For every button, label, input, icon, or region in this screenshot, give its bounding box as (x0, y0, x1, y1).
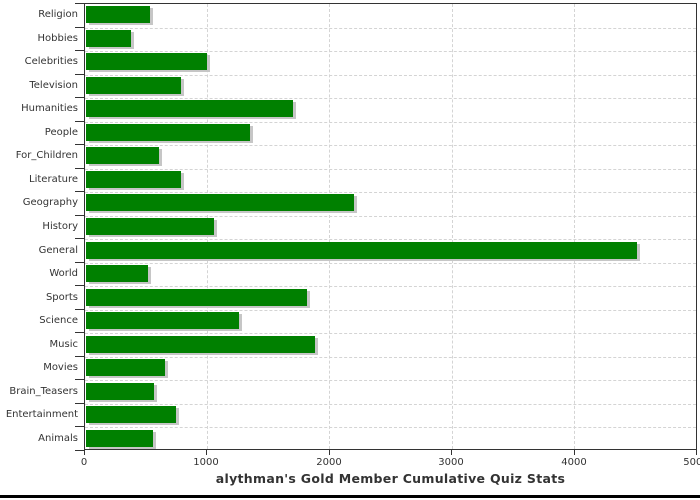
category-label-sports: Sports (45, 291, 78, 303)
y-tick-16 (75, 379, 84, 380)
bar-world (86, 265, 149, 283)
y-tick-9 (75, 215, 84, 216)
y-tick-12 (75, 285, 84, 286)
bar-celebrities (86, 53, 207, 71)
gridline-row-18 (85, 427, 696, 428)
y-tick-2 (75, 50, 84, 51)
gridline-row-6 (85, 145, 696, 146)
gridline-row-5 (85, 122, 696, 123)
category-label-people: People (44, 126, 78, 138)
category-label-hobbies: Hobbies (37, 32, 78, 44)
category-label-religion: Religion (38, 9, 78, 21)
category-label-general: General (38, 244, 78, 256)
category-label-entertainment: Entertainment (5, 409, 78, 421)
x-tick-label-3000: 3000 (438, 457, 464, 468)
y-tick-15 (75, 356, 84, 357)
gridline-row-16 (85, 380, 696, 381)
bar-animals (86, 429, 154, 447)
category-label-science: Science (39, 315, 78, 327)
gridline-row-1 (85, 28, 696, 29)
x-tick-4000 (574, 450, 575, 455)
x-tick-label-4000: 4000 (561, 457, 587, 468)
chart-title: alythman's Gold Member Cumulative Quiz S… (215, 471, 566, 486)
gridline-row-2 (85, 51, 696, 52)
category-label-movies: Movies (43, 362, 78, 374)
bar-geography (86, 194, 354, 212)
gridline-row-14 (85, 333, 696, 334)
bar-humanities (86, 100, 293, 118)
bar-science (86, 312, 240, 330)
y-tick-10 (75, 238, 84, 239)
x-tick-label-2000: 2000 (316, 457, 342, 468)
bar-for-children (86, 147, 159, 165)
x-tick-label-0: 0 (80, 457, 88, 468)
y-tick-11 (75, 262, 84, 263)
bar-literature (86, 170, 182, 188)
y-tick-3 (75, 74, 84, 75)
gridline-row-11 (85, 263, 696, 264)
bar-entertainment (86, 406, 177, 424)
x-tick-1000 (206, 450, 207, 455)
y-tick-8 (75, 191, 84, 192)
bar-movies (86, 359, 165, 377)
y-tick-6 (75, 144, 84, 145)
gridline-x-4000 (573, 4, 575, 449)
gridline-x-3000 (451, 4, 453, 449)
category-label-for-children: For_Children (15, 150, 78, 162)
bar-hobbies (86, 29, 132, 47)
gridline-row-9 (85, 216, 696, 217)
gridline-row-10 (85, 239, 696, 240)
gridline-row-7 (85, 169, 696, 170)
bar-general (86, 241, 638, 259)
x-tick-label-5000: 5000 (683, 457, 700, 468)
bar-people (86, 123, 250, 141)
x-tick-label-1000: 1000 (193, 457, 219, 468)
category-label-animals: Animals (38, 432, 78, 444)
y-tick-5 (75, 121, 84, 122)
category-label-history: History (42, 220, 78, 232)
bar-history (86, 218, 214, 235)
bar-music (86, 335, 315, 353)
gridline-row-4 (85, 98, 696, 99)
category-label-geography: Geography (22, 197, 78, 209)
plot-area (84, 3, 697, 450)
x-tick-2000 (329, 450, 330, 455)
category-label-literature: Literature (29, 173, 78, 185)
category-label-television: Television (29, 79, 78, 91)
bar-sports (86, 288, 308, 306)
y-tick-13 (75, 309, 84, 310)
category-label-music: Music (49, 338, 78, 350)
gridline-row-12 (85, 286, 696, 287)
y-tick-1 (75, 27, 84, 28)
y-tick-0 (75, 3, 84, 4)
y-tick-19 (75, 450, 84, 451)
y-tick-7 (75, 168, 84, 169)
gridline-row-15 (85, 357, 696, 358)
x-tick-0 (84, 450, 85, 455)
bar-television (86, 76, 181, 94)
gridline-x-2000 (329, 4, 331, 449)
gridline-row-17 (85, 404, 696, 405)
category-label-brain-teasers: Brain_Teasers (9, 385, 78, 397)
bar-brain-teasers (86, 382, 155, 400)
gridline-row-13 (85, 310, 696, 311)
y-tick-18 (75, 426, 84, 427)
y-tick-17 (75, 403, 84, 404)
bar-religion (86, 6, 150, 24)
category-label-humanities: Humanities (21, 103, 78, 115)
gridline-row-8 (85, 192, 696, 193)
y-tick-4 (75, 97, 84, 98)
x-tick-5000 (696, 450, 697, 455)
gridline-row-3 (85, 75, 696, 76)
category-label-world: World (49, 268, 78, 280)
category-label-celebrities: Celebrities (24, 56, 78, 68)
x-tick-3000 (451, 450, 452, 455)
y-tick-14 (75, 332, 84, 333)
bottom-border-rule (0, 495, 700, 498)
